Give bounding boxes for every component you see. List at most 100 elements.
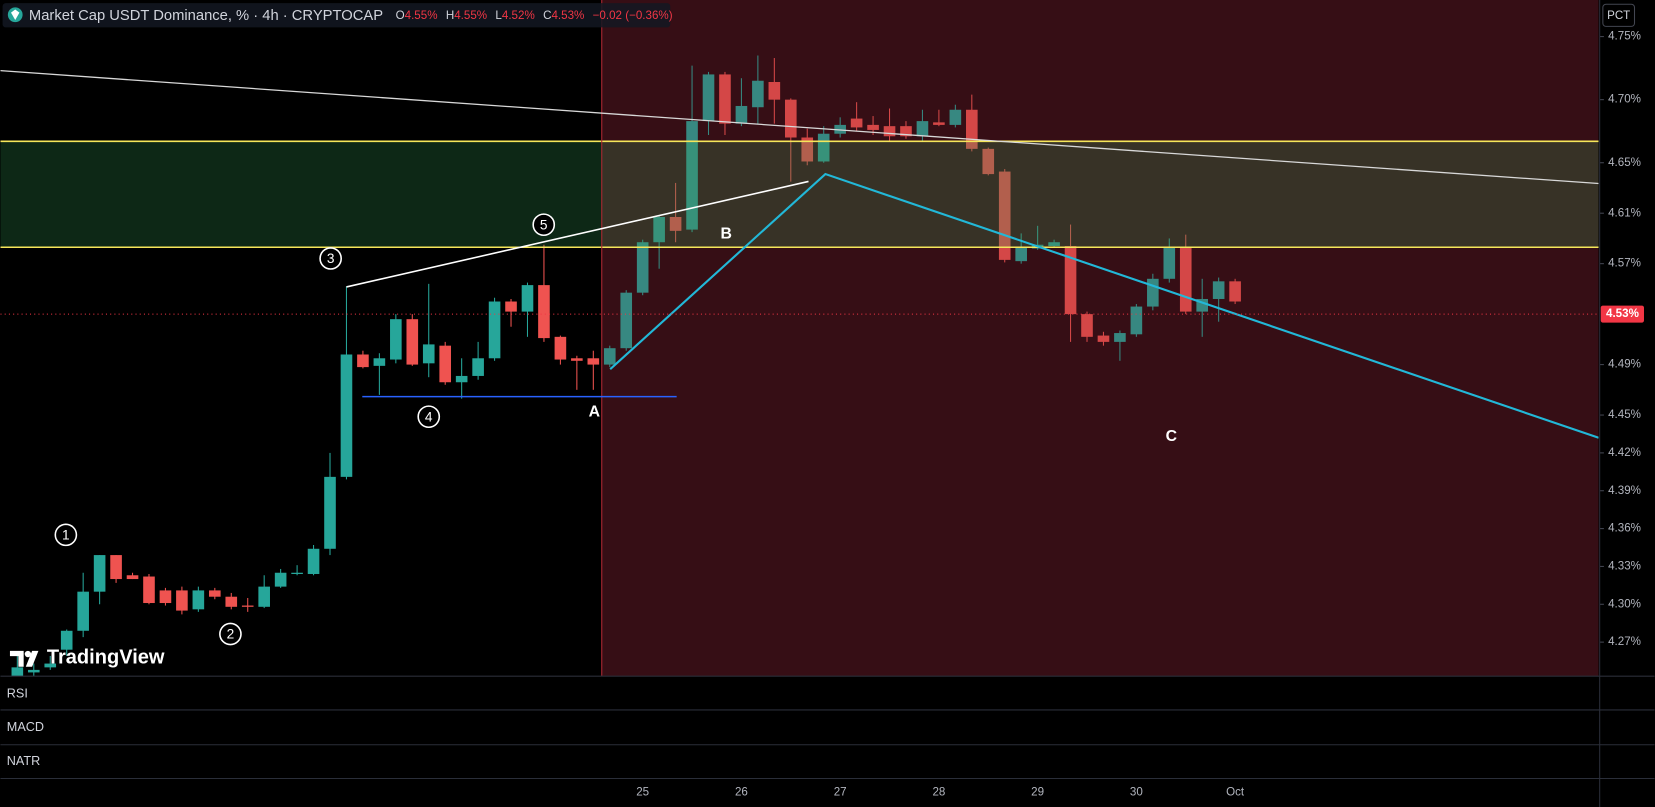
candle-body [603,348,616,365]
candle-body [307,548,320,575]
price-zone [0,141,1599,248]
candle-body [192,590,205,610]
candle-body [505,301,517,312]
symbol-title: Market Cap USDT Dominance, % · 4h · CRYP… [29,8,383,24]
y-tick-label: 4.30% [1608,597,1641,610]
candle-body [702,74,715,122]
candle-body [719,74,731,124]
x-tick-label: 29 [1031,785,1044,798]
scale-button-label[interactable]: PCT [1607,9,1630,22]
candle-body [1048,242,1060,247]
overlay: 1 2 3 4 5 A B C 4.75% 4.70% 4.65% 4.61% 4.57% 4.49% 4.… [54,30,1644,798]
symbol-icon-glyph [11,9,20,21]
wave-path [609,172,1599,439]
candle-body [126,575,139,580]
trend-line [0,70,1599,185]
candle-body [93,555,106,592]
candle-body [538,285,550,339]
candle-body [817,133,830,162]
candle-body [373,358,386,366]
candle-body [1212,281,1225,299]
candle-body [768,82,781,100]
candle-body [998,171,1011,260]
logo-icon [24,650,32,658]
candle-body [159,590,172,604]
candle-body [258,586,270,607]
candle-body [27,669,40,673]
wave-marker [532,213,556,237]
pane-label: MACD [7,720,44,734]
y-tick-label: 4.65% [1608,156,1641,169]
candle-body [77,591,89,631]
legend-box [2,3,671,28]
y-tick-label: 4.61% [1608,206,1641,219]
wave-label: A [589,404,600,421]
legend: Market Cap USDT Dominance, % · 4h · CRYP… [29,8,673,24]
candle-body [1229,281,1241,302]
wave-marker [319,247,342,270]
wave-label: 4 [425,409,433,424]
legend-key: O [396,9,405,22]
candle-body [60,630,73,650]
x-tick-label: Oct [1226,785,1245,798]
legend-value: 4.53% [551,9,584,22]
wave-label: 1 [62,528,70,543]
y-tick-label: 4.36% [1608,522,1641,535]
candle-body [44,663,57,668]
candle-body [340,354,353,477]
x-tick-label: 26 [735,785,748,798]
candle-body [883,126,896,137]
candle-body [1081,314,1093,337]
candle-body [176,590,188,611]
candle-body [587,358,600,365]
candle-body [1015,247,1027,262]
candle-body [1163,247,1176,279]
legend-value: 4.55% [405,9,438,22]
candle-body [455,375,468,383]
candle-body [933,122,945,125]
candle-body [1097,335,1110,342]
candle-body [1147,278,1159,307]
candle-body [488,301,501,359]
x-tick-label: 28 [932,785,945,798]
candle-body [571,358,583,361]
y-tick-label: 4.45% [1608,408,1641,421]
y-tick-label: 4.39% [1608,484,1641,497]
legend-key: C [543,9,551,22]
wave-marker [417,405,441,429]
candle-body [439,345,452,383]
y-tick-label: 4.49% [1608,358,1641,371]
candle-body [620,292,633,349]
legend-key: L [495,9,502,22]
legend-value: 4.55% [454,9,487,22]
y-tick-label: 4.70% [1608,93,1641,106]
candle-body [357,354,369,368]
candle-body [422,344,435,364]
candle-body [686,121,698,230]
candle-body [209,590,221,597]
logo: TradingView [47,647,165,669]
pane-label: NATR [7,754,40,768]
candle-body [801,137,814,162]
candle-body [834,124,846,134]
candle-body [735,105,748,124]
logo-icon [9,650,39,667]
candle-body [1196,298,1209,312]
candle-body [669,216,682,231]
wave-label: 3 [327,251,335,266]
legend-change: −0.02 (−0.36%) [593,9,673,22]
last-price-tag [1600,305,1644,323]
candle-body [225,596,238,607]
candle-body [966,109,978,149]
scale-button[interactable] [1602,3,1636,27]
candle-body [982,148,995,175]
candle-body [752,80,764,108]
candle-body [390,319,402,360]
candle-body [636,242,649,293]
x-tick-label: 25 [636,785,649,798]
candle-body [949,109,962,125]
candle-body [1179,247,1192,312]
candle-body [1114,333,1126,342]
